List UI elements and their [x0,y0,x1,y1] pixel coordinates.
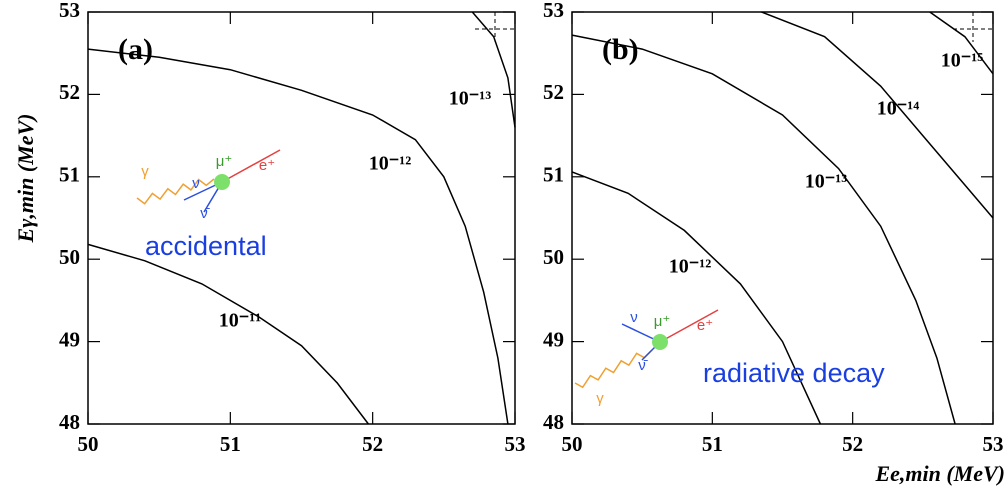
contour-label: 10⁻¹³ [449,88,492,110]
positron-line [659,309,719,343]
particle-label: ν̄ [200,205,210,222]
particle-label: γ [596,390,604,407]
y-tick-label: 49 [59,327,80,351]
y-tick-label: 49 [543,327,564,351]
x-tick-label: 52 [842,432,863,456]
plot-frame [87,11,516,425]
muon-dot [652,334,668,350]
contour-line [571,171,822,425]
photon-line [136,178,215,205]
y-tick-label: 52 [59,80,80,104]
y-tick-label: 53 [59,0,80,22]
contour-label: 10⁻¹⁴ [877,98,920,120]
contour-label: 10⁻¹² [369,153,412,175]
x-tick-label: 51 [220,432,241,456]
contour-label: 10⁻¹⁵ [941,50,984,72]
y-axis-label: Eγ,min (MeV) [13,114,38,244]
x-tick-label: 53 [505,432,526,456]
corner-marker [475,12,515,42]
inset-caption: radiative decay [703,358,885,388]
panel-title: (a) [118,33,153,66]
y-tick-label: 51 [59,163,80,187]
x-tick-label: 50 [562,432,583,456]
y-tick-label: 53 [543,0,564,22]
panel-title: (b) [602,33,639,66]
muon-dot [214,174,230,190]
particle-label: γ [141,163,149,180]
particle-label: ν̄ [638,357,648,374]
particle-label: e⁺ [259,157,275,174]
contour-line [571,34,956,425]
x-tick-label: 50 [78,432,99,456]
contour-label: 10⁻¹³ [805,171,848,193]
contour-label: 10⁻¹² [669,256,712,278]
y-tick-label: 50 [59,245,80,269]
particle-label: μ⁺ [654,313,671,330]
x-tick-label: 52 [362,432,383,456]
inset-caption: accidental [145,231,267,261]
positron-line [221,149,281,183]
particle-label: ν [630,309,638,326]
photon-line [574,349,653,389]
y-tick-label: 51 [543,163,564,187]
contour-line [471,11,516,128]
contour-label: 10⁻¹¹ [219,310,262,332]
particle-label: ν [192,175,200,192]
contour-line [87,243,369,425]
particle-label: μ⁺ [216,153,233,170]
y-tick-label: 48 [59,410,80,434]
x-axis-label: Ee,min (MeV) [874,461,1005,486]
contour-line [87,48,509,425]
x-tick-label: 53 [983,432,1004,456]
particle-label: e⁺ [697,317,713,334]
y-tick-label: 50 [543,245,564,269]
x-tick-label: 51 [702,432,723,456]
y-tick-label: 52 [543,80,564,104]
contour-line [761,11,994,219]
y-tick-label: 48 [543,410,564,434]
contour-line [929,11,994,75]
corner-marker [953,12,993,42]
